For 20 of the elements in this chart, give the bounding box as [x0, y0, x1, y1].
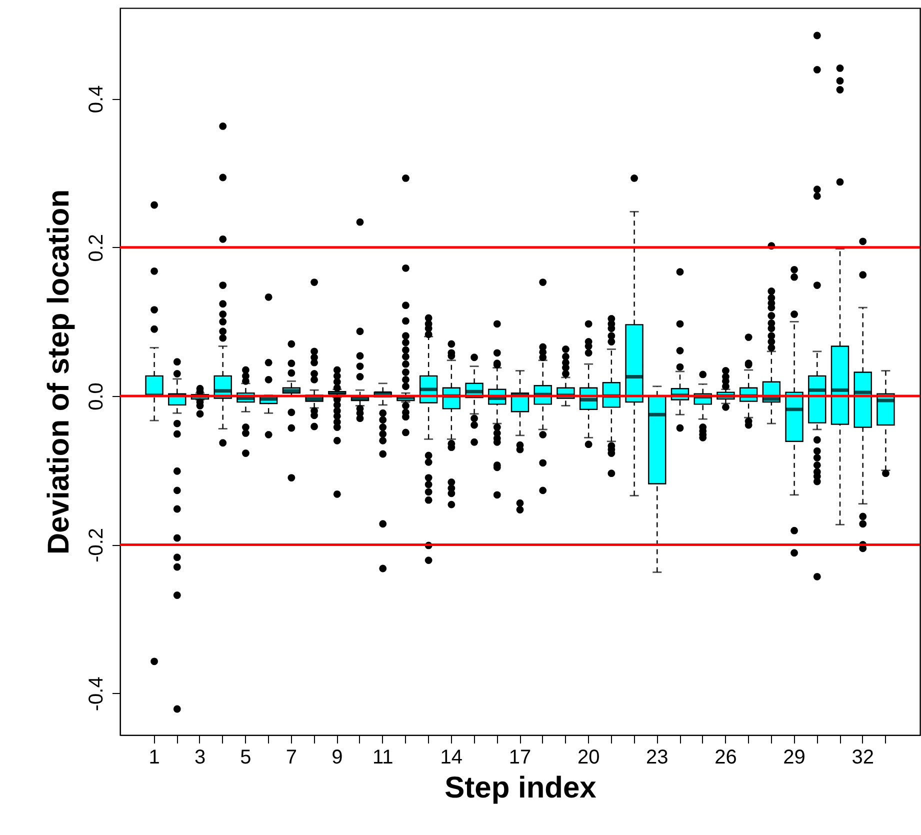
x-tick-label: 20: [577, 746, 600, 768]
y-tick-label: 0.0: [86, 382, 108, 410]
x-axis-title: Step index: [444, 772, 597, 804]
x-tick-label: 23: [646, 746, 668, 768]
x-tick-label: 11: [372, 746, 394, 768]
x-tick-label: 3: [194, 746, 206, 768]
y-tick-label: -0.4: [86, 676, 108, 712]
x-tick-label: 7: [286, 746, 297, 768]
x-tick-label: 17: [508, 746, 532, 768]
x-tick-label: 26: [714, 746, 737, 768]
x-tick-label: 14: [440, 746, 463, 768]
y-tick-label: -0.2: [86, 528, 108, 562]
x-tick-label: 29: [783, 746, 806, 768]
x-tick-label: 9: [332, 746, 343, 768]
y-axis-title: Deviation of step location: [42, 189, 76, 555]
x-tick-label: 5: [240, 746, 252, 768]
x-tick-label: 32: [852, 746, 874, 768]
y-tick-label: 0.2: [86, 234, 108, 262]
x-tick-label: 1: [148, 746, 160, 768]
y-tick-label: 0.4: [86, 85, 108, 114]
